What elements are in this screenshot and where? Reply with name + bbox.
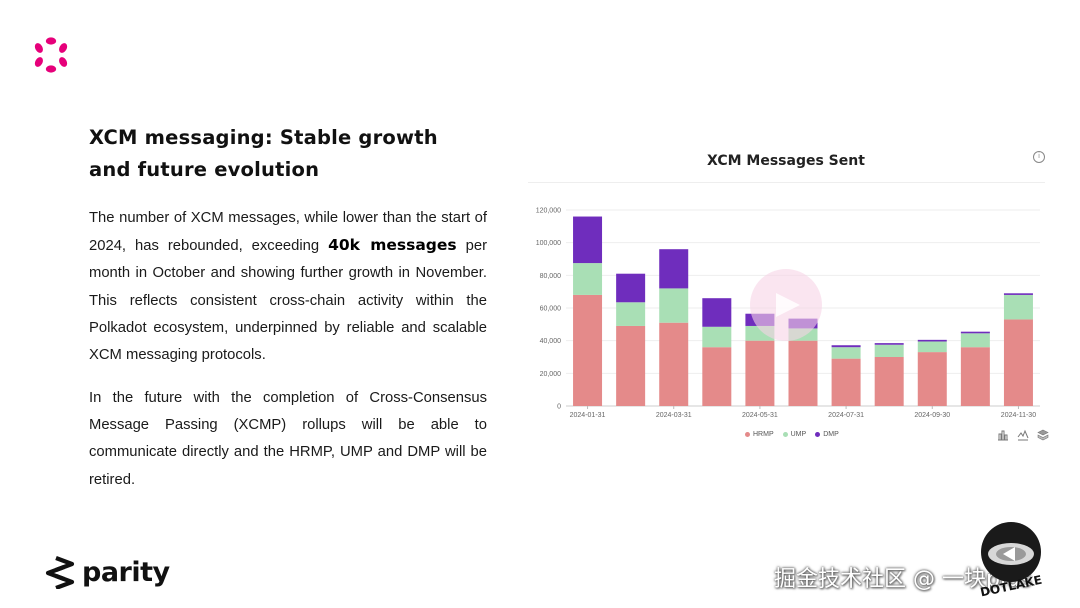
bar-hrmp (831, 358, 861, 406)
y-tick-label: 20,000 (540, 371, 562, 378)
x-tick-label: 2024-01-31 (570, 412, 606, 419)
bar-hrmp (917, 352, 947, 406)
bar-dmp (874, 343, 904, 345)
highlight-40k-messages: 40k messages (328, 236, 457, 255)
x-tick-label: 2024-11-30 (1001, 412, 1036, 419)
bar-ump (831, 347, 861, 359)
x-tick-label: 2024-03-31 (656, 412, 692, 419)
page-title-line2: and future evolution (89, 158, 320, 181)
y-tick-label: 120,000 (536, 208, 561, 215)
paragraph-summary: The number of XCM messages, while lower … (89, 205, 487, 369)
chart-toolbar (997, 429, 1049, 441)
legend-item-ump[interactable]: UMP (782, 431, 807, 438)
legend-label-ump: UMP (790, 431, 807, 438)
line-chart-icon[interactable] (1017, 429, 1029, 441)
bar-ump (1003, 294, 1033, 320)
bar-dmp (831, 345, 861, 348)
x-tick-label: 2024-07-31 (828, 412, 864, 419)
bar-dmp (917, 339, 947, 342)
paragraph-future: In the future with the completion of Cro… (89, 390, 487, 488)
legend-swatch-hrmp (745, 432, 750, 437)
dotlake-badge-icon: DOTLAKE (979, 522, 1043, 599)
x-tick-label: 2024-05-31 (742, 412, 778, 419)
paragraph-summary-end: per month in October and showing further… (89, 238, 487, 364)
bar-dmp (659, 249, 689, 289)
bar-hrmp (616, 325, 646, 406)
bar-ump (616, 302, 646, 326)
chart-title-divider (528, 182, 1045, 183)
bar-hrmp (1003, 319, 1033, 406)
bar-hrmp (788, 340, 818, 406)
bar-ump (659, 288, 689, 323)
bar-dmp (1003, 293, 1033, 295)
page-title-line1: XCM messaging: Stable growth (89, 126, 438, 149)
play-triangle-icon (776, 293, 800, 317)
bar-hrmp (659, 322, 689, 406)
bar-hrmp (960, 347, 990, 406)
page-title: XCM messaging: Stable growth and future … (89, 122, 489, 186)
bar-ump (874, 344, 904, 357)
y-tick-label: 60,000 (540, 306, 562, 313)
bar-hrmp (702, 347, 732, 406)
y-tick-label: 40,000 (540, 338, 562, 345)
bar-hrmp (745, 340, 775, 406)
bar-ump (702, 326, 732, 348)
bar-hrmp (874, 357, 904, 406)
legend-item-hrmp[interactable]: HRMP (745, 431, 774, 438)
bar-ump (960, 333, 990, 348)
chart-legend: HRMP UMP DMP (745, 431, 839, 438)
bar-hrmp (573, 294, 603, 406)
bar-ump (917, 341, 947, 353)
stack-icon[interactable] (1037, 429, 1049, 441)
bar-dmp (960, 331, 990, 334)
parity-logo-icon (45, 556, 75, 589)
bar-ump (573, 263, 603, 295)
bar-dmp (573, 216, 603, 264)
info-icon[interactable]: i (1033, 151, 1045, 163)
legend-label-dmp: DMP (823, 431, 839, 438)
y-tick-label: 100,000 (536, 240, 561, 247)
bar-dmp (616, 273, 646, 303)
parity-wordmark: parity (82, 556, 170, 588)
legend-item-dmp[interactable]: DMP (815, 431, 839, 438)
parity-brand: parity (42, 555, 170, 589)
chart-title: XCM Messages Sent (707, 153, 865, 169)
bar-dmp (702, 298, 732, 327)
y-tick-label: 80,000 (540, 273, 562, 280)
legend-swatch-dmp (815, 432, 821, 437)
legend-swatch-ump (782, 432, 788, 437)
y-tick-label: 0 (557, 404, 561, 411)
paragraph-summary-start: The number of XCM messages, while lower … (89, 210, 487, 255)
x-tick-label: 2024-09-30 (914, 412, 950, 419)
polkadot-logo-icon (34, 37, 68, 73)
bar-chart-icon[interactable] (997, 429, 1009, 441)
legend-label-hrmp: HRMP (753, 431, 774, 438)
